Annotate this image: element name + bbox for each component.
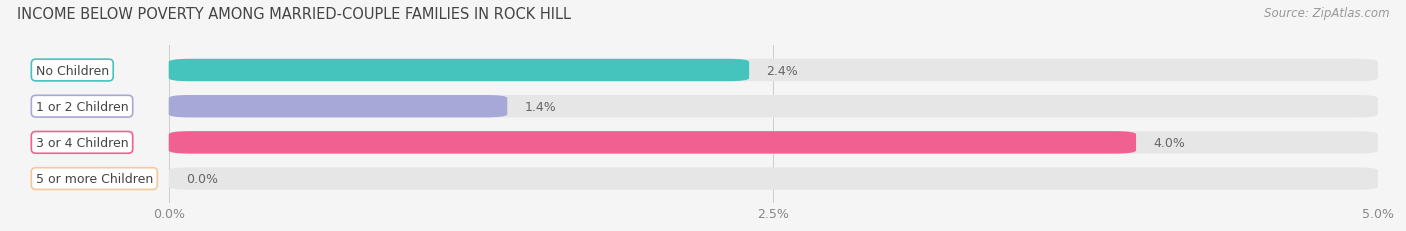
Text: 1 or 2 Children: 1 or 2 Children <box>35 100 128 113</box>
FancyBboxPatch shape <box>169 60 749 82</box>
FancyBboxPatch shape <box>169 96 508 118</box>
Text: 4.0%: 4.0% <box>1153 136 1185 149</box>
Text: 0.0%: 0.0% <box>186 172 218 185</box>
FancyBboxPatch shape <box>169 60 1378 82</box>
Text: 2.4%: 2.4% <box>766 64 797 77</box>
Text: 5 or more Children: 5 or more Children <box>35 172 153 185</box>
FancyBboxPatch shape <box>169 96 1378 118</box>
Text: Source: ZipAtlas.com: Source: ZipAtlas.com <box>1264 7 1389 20</box>
FancyBboxPatch shape <box>169 168 1378 190</box>
Text: No Children: No Children <box>35 64 108 77</box>
Text: INCOME BELOW POVERTY AMONG MARRIED-COUPLE FAMILIES IN ROCK HILL: INCOME BELOW POVERTY AMONG MARRIED-COUPL… <box>17 7 571 22</box>
FancyBboxPatch shape <box>169 132 1378 154</box>
Text: 3 or 4 Children: 3 or 4 Children <box>35 136 128 149</box>
FancyBboxPatch shape <box>169 132 1136 154</box>
Text: 1.4%: 1.4% <box>524 100 555 113</box>
